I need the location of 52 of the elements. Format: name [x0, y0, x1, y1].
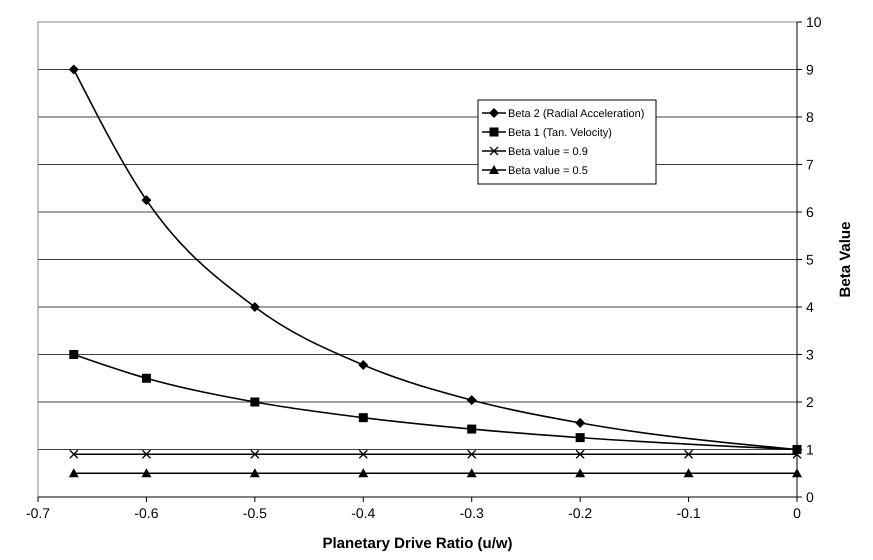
point: [250, 398, 260, 406]
point: [576, 433, 585, 442]
y-tick-label: 9: [806, 62, 814, 78]
legend-label: Beta 1 (Tan. Velocity): [508, 127, 612, 139]
y-tick-label: 10: [806, 14, 822, 30]
point: [684, 468, 694, 478]
point: [141, 468, 152, 478]
x-tick-label: 0: [793, 505, 802, 521]
point: [575, 468, 586, 478]
point: [250, 468, 260, 478]
point: [250, 450, 260, 459]
y-tick-label: 6: [806, 204, 814, 220]
point: [68, 468, 79, 478]
x-tick-label: -0.4: [351, 505, 376, 521]
point: [142, 374, 151, 383]
y-tick-label: 3: [806, 346, 814, 362]
point: [358, 450, 368, 459]
legend-label: Beta value = 0.9: [508, 146, 588, 158]
x-axis-title: Planetary Drive Ratio (u/w): [322, 535, 513, 552]
y-tick-label: 0: [806, 489, 814, 505]
y-tick-label: 7: [806, 156, 814, 172]
y-tick-label: 4: [806, 299, 814, 315]
y-tick-label: 1: [806, 442, 814, 458]
y-tick-label: 2: [806, 394, 814, 410]
point: [467, 450, 476, 459]
y-axis-title: Beta Value: [837, 222, 854, 298]
point: [792, 468, 802, 478]
x-tick-label: -0.3: [460, 505, 484, 521]
y-tick-label: 8: [806, 109, 814, 125]
point: [250, 302, 260, 312]
y-tick-label: 5: [806, 252, 814, 268]
point: [69, 350, 78, 359]
point: [358, 360, 368, 370]
point: [68, 64, 79, 74]
x-tick-label: -0.6: [134, 505, 159, 521]
point: [575, 418, 586, 428]
point: [358, 413, 368, 422]
point: [142, 450, 152, 459]
point: [69, 450, 78, 459]
x-tick-label: -0.2: [568, 505, 592, 521]
legend-label: Beta value = 0.5: [508, 165, 588, 177]
point: [466, 468, 477, 478]
point: [467, 424, 476, 434]
point: [141, 195, 152, 206]
x-tick-label: -0.1: [676, 505, 701, 521]
point: [575, 450, 585, 459]
legend-label: Beta 2 (Radial Acceleration): [508, 108, 644, 120]
point: [466, 395, 477, 406]
x-tick-label: -0.5: [242, 505, 268, 521]
point: [684, 450, 694, 459]
point: [358, 468, 368, 478]
x-tick-label: -0.7: [26, 505, 50, 521]
